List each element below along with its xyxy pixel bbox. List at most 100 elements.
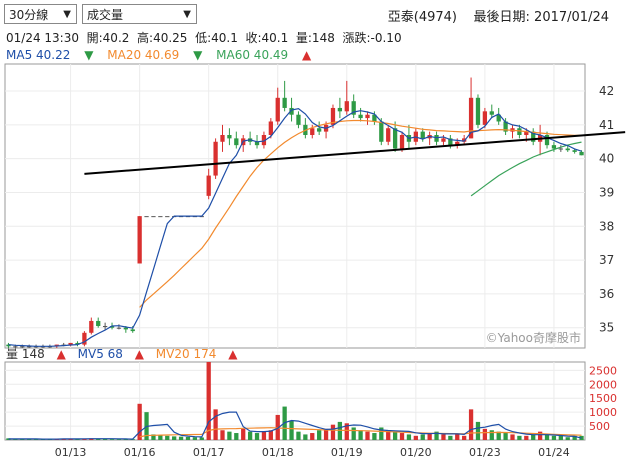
volume-tick-label: 2000 — [589, 378, 617, 391]
price-tick-label: 39 — [599, 185, 614, 199]
candle-body — [109, 326, 115, 328]
interval-select[interactable]: 30分線 ▼ — [4, 4, 77, 24]
price-tick-label: 40 — [599, 152, 614, 166]
volume-bar — [496, 431, 501, 440]
candle-body — [475, 97, 481, 125]
candle-body — [158, 216, 163, 218]
volume-bar — [386, 430, 391, 440]
candle-body — [468, 97, 474, 139]
price-tick-label: 37 — [599, 253, 614, 267]
volume-bar — [510, 434, 515, 440]
volume-tick-label: 1500 — [589, 392, 617, 405]
volume-bar — [448, 435, 453, 440]
volume-bar — [310, 433, 315, 440]
volume-bar — [413, 435, 418, 440]
volume-bar — [344, 423, 349, 440]
candle-body — [116, 327, 122, 329]
volume-bar — [365, 431, 370, 440]
candle-body — [254, 141, 260, 146]
volume-bar — [468, 409, 474, 440]
volume-bar — [482, 428, 488, 440]
indicator-select-value: 成交量 — [87, 8, 124, 22]
candle-body — [434, 135, 439, 142]
candle-body — [420, 131, 425, 139]
interval-select-value: 30分線 — [9, 8, 49, 22]
volume-bar — [572, 435, 577, 440]
candle-body — [261, 135, 267, 146]
volume-bar — [247, 431, 253, 440]
candle-body — [89, 320, 94, 333]
candle-body — [392, 128, 398, 149]
candle-body — [337, 107, 343, 112]
x-tick-label: 01/17 — [193, 446, 225, 459]
x-tick-label: 01/24 — [538, 446, 570, 459]
volume-bar — [420, 434, 425, 440]
candle-body — [330, 107, 336, 125]
volume-bar — [462, 435, 467, 440]
candle-body — [220, 135, 225, 142]
stock-name: 亞泰(4974) — [387, 10, 458, 25]
x-tick-label: 01/16 — [124, 446, 156, 459]
candle-body — [365, 114, 370, 119]
volume-bar — [579, 435, 584, 440]
candle-body — [572, 150, 577, 152]
volume-bar — [330, 424, 336, 440]
price-tick-label: 38 — [599, 219, 614, 233]
volume-bar — [551, 435, 557, 440]
volume-bar — [33, 439, 39, 440]
candle-body — [296, 114, 301, 125]
volume-bar — [268, 430, 273, 440]
candle-body — [579, 151, 584, 156]
candle-body — [482, 111, 488, 125]
candle-body — [386, 128, 391, 142]
candle-body — [517, 128, 522, 135]
candle-body — [448, 138, 453, 146]
chevron-down-icon: ▼ — [63, 9, 71, 20]
volume-bar — [20, 439, 25, 440]
volume-bar — [475, 421, 481, 440]
volume-bar — [399, 433, 405, 440]
candle-body — [289, 107, 294, 115]
volume-bar — [227, 431, 232, 440]
volume-bar — [234, 433, 239, 440]
volume-bar — [565, 437, 570, 440]
volume-tick-label: 1000 — [589, 406, 617, 419]
candle-body — [503, 121, 508, 132]
last-date: 最後日期: 2017/01/24 — [473, 10, 609, 25]
candle-body — [462, 138, 467, 142]
candle-body — [268, 121, 273, 135]
mv20-line — [139, 427, 582, 438]
candle-body — [317, 128, 322, 132]
volume-bar — [358, 430, 363, 440]
candle-body — [75, 342, 80, 345]
candle-body — [399, 135, 405, 149]
candle-body — [455, 141, 460, 146]
volume-panel — [4, 361, 586, 441]
volume-bar — [220, 430, 225, 440]
candle-body — [227, 135, 232, 139]
candle-body — [165, 216, 170, 218]
candle-body — [68, 342, 73, 345]
volume-bar — [489, 430, 494, 440]
indicator-select[interactable]: 成交量 ▼ — [82, 4, 197, 24]
volume-bar — [123, 439, 128, 440]
volume-bar — [427, 433, 432, 440]
volume-bar — [254, 433, 260, 440]
volume-bar — [109, 439, 115, 440]
candle-body — [358, 114, 363, 119]
candle-body — [351, 101, 356, 115]
quote-close: 收:40.1 — [245, 31, 289, 45]
volume-bar — [392, 431, 398, 440]
volume-bar — [303, 434, 308, 440]
volume-bar — [537, 431, 543, 440]
volume-bar — [158, 434, 163, 440]
candle-body — [282, 97, 287, 108]
candle-body — [524, 131, 529, 135]
volume-tick-label: 500 — [589, 420, 610, 433]
x-tick-label: 01/19 — [331, 446, 363, 459]
volume-bar — [372, 433, 377, 440]
volume-bar — [151, 434, 156, 440]
candle-body — [565, 148, 570, 151]
candle-body — [130, 329, 135, 332]
candle-body — [96, 320, 101, 327]
